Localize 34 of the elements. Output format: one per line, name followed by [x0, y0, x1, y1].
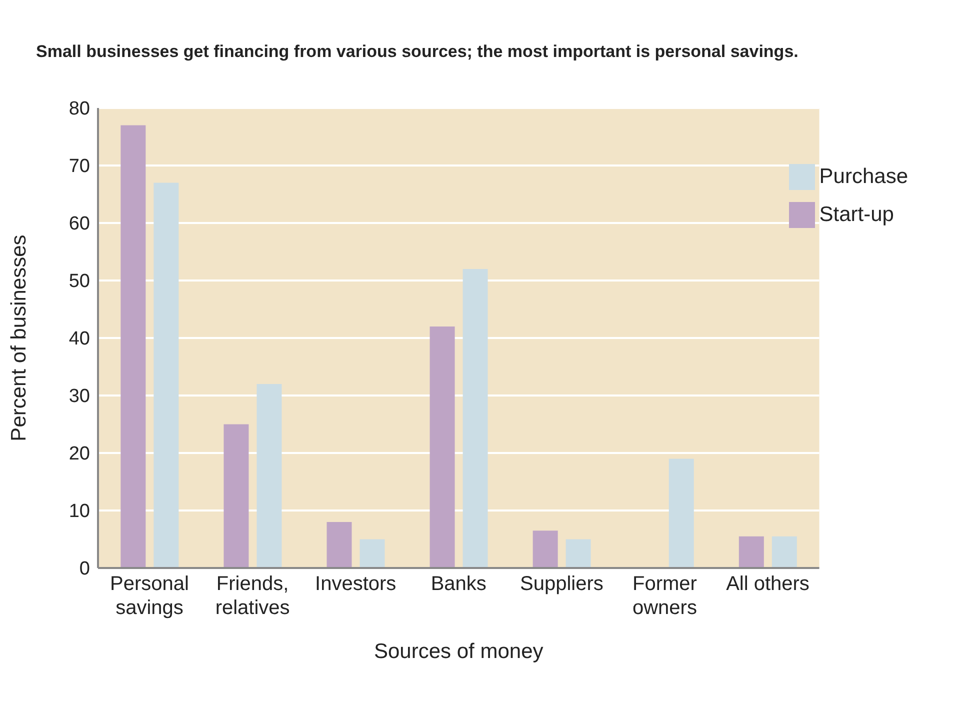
x-axis-title: Sources of money — [374, 640, 544, 663]
y-tick-label: 30 — [68, 386, 90, 408]
y-tick-label: 80 — [68, 98, 90, 120]
y-tick-label: 60 — [68, 214, 90, 235]
chart-title: Small businesses get financing from various sources; the most important is personal savings. — [36, 42, 798, 62]
x-tick-label: Investors — [315, 573, 396, 595]
bar — [668, 458, 694, 568]
y-tick-label: 0 — [79, 558, 90, 580]
x-tick-label: Banks — [430, 573, 486, 595]
x-tick-label: Personal savings — [110, 573, 189, 619]
bar — [532, 530, 558, 568]
bar — [224, 424, 249, 568]
x-tick-label: All others — [726, 573, 810, 595]
y-tick-label: 10 — [68, 501, 90, 522]
bar — [462, 269, 488, 568]
bar — [154, 182, 179, 568]
legend-label: Purchase — [819, 165, 908, 188]
bar — [326, 522, 352, 568]
legend-label: Start-up — [819, 203, 894, 226]
bar — [360, 539, 385, 568]
x-tick-label: Former owners — [632, 573, 698, 619]
y-tick-label: 70 — [68, 156, 90, 178]
y-axis-title: Percent of businesses — [7, 234, 30, 442]
bar — [772, 536, 797, 568]
bar — [566, 539, 591, 568]
y-tick-label: 50 — [68, 271, 90, 292]
x-tick-label: Suppliers — [520, 573, 604, 595]
bar — [738, 536, 764, 568]
bar — [120, 125, 146, 568]
bar — [256, 384, 282, 568]
y-tick-label: 40 — [68, 328, 90, 350]
y-tick-label: 20 — [68, 444, 90, 465]
bar — [430, 326, 455, 568]
x-tick-label: Friends, relatives — [215, 573, 290, 619]
